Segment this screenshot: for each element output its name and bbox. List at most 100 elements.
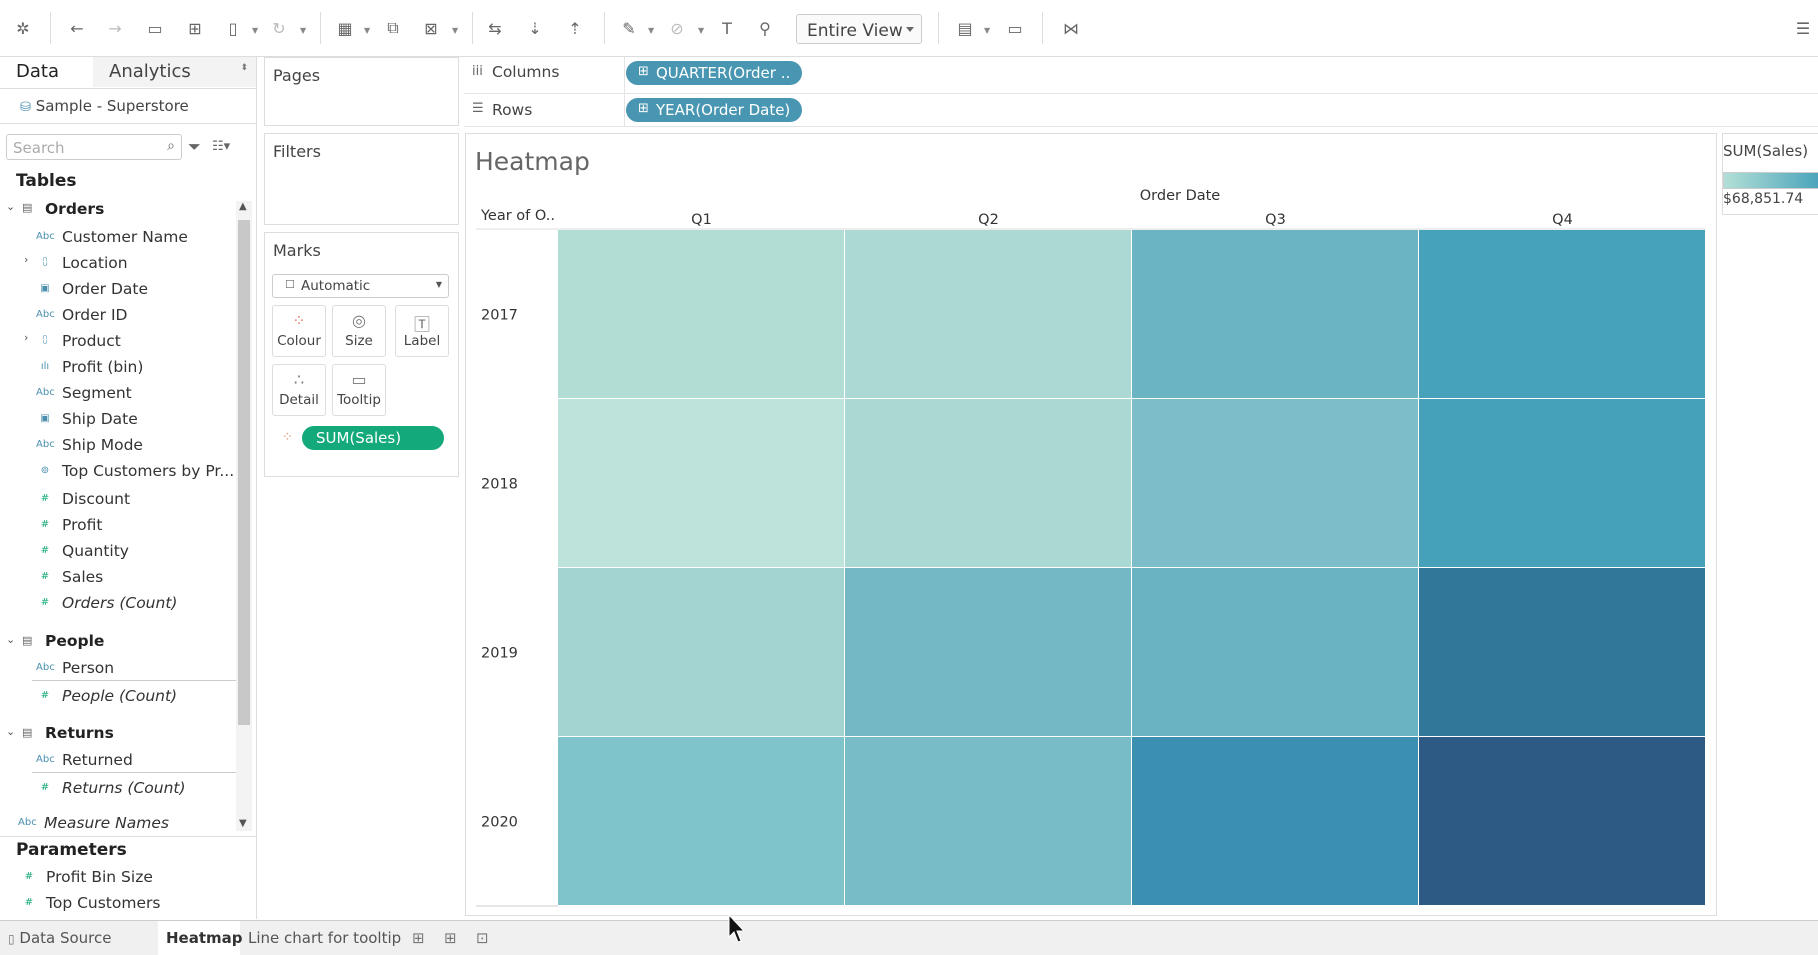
tab-analytics[interactable]: Analytics ⬍ (93, 57, 256, 87)
expand-chevron-icon[interactable]: › (24, 253, 29, 266)
fix-axes-icon[interactable]: ⚲ (759, 18, 771, 38)
chevron-updown-icon[interactable]: ⬍ (240, 63, 248, 73)
tab-line-chart-for-tooltip[interactable]: Line chart for tooltip (248, 929, 402, 947)
refresh-icon[interactable]: ↻ (272, 18, 286, 38)
group-orders[interactable]: Orders (45, 200, 105, 218)
toolbar-divider (1042, 12, 1043, 44)
colour-legend[interactable]: SUM(Sales) $68,851.74 $ (1722, 133, 1818, 215)
presentation-mode-icon[interactable]: ▭ (1007, 18, 1023, 38)
expand-chevron-icon[interactable]: › (24, 331, 29, 344)
swap-rows-columns-icon[interactable]: ⇆ (488, 18, 502, 38)
collapse-chevron-icon[interactable]: ⌄ (6, 633, 16, 646)
sort-descending-icon[interactable]: ⇡ (568, 18, 582, 38)
share-icon[interactable]: ⋈ (1063, 18, 1079, 38)
chevron-down-icon[interactable]: ▼ (984, 26, 991, 35)
chevron-down-icon[interactable]: ▼ (698, 26, 705, 35)
label-label: Label (403, 333, 441, 349)
size-label: Size (345, 333, 373, 349)
field-label: Product (62, 332, 121, 350)
pill-label: YEAR(Order Date) (656, 101, 791, 119)
columns-shelf[interactable] (464, 57, 1818, 94)
heatmap-cell[interactable] (1132, 399, 1418, 567)
group-members-icon[interactable]: ⊘ (670, 18, 684, 38)
heatmap-chart[interactable]: Q1 Q2 Q3 Q4 2017 2018 2019 2020 (466, 134, 1716, 915)
new-worksheet-icon[interactable]: ▦ (337, 18, 353, 38)
heatmap-cell[interactable] (558, 568, 844, 736)
search-placeholder: Search (13, 139, 65, 157)
chevron-down-icon[interactable]: ▼ (452, 26, 459, 35)
datasource-label: Sample - Superstore (35, 97, 189, 115)
new-worksheet-tab-icon[interactable]: ⊞ (412, 929, 425, 947)
chevron-down-icon[interactable]: ▼ (252, 26, 259, 35)
data-pane: Data Analytics ⬍ ⛁ Sample - Superstore S… (0, 57, 257, 919)
tab-data[interactable]: Data (0, 57, 92, 87)
new-dashboard-tab-icon[interactable]: ⊞ (444, 929, 457, 947)
mark-type-dropdown[interactable]: ☐ Automatic ▼ (272, 274, 449, 298)
string-type-icon: Abc (18, 817, 37, 828)
heatmap-cell[interactable] (1419, 230, 1705, 398)
tab-heatmap[interactable]: Heatmap (158, 921, 243, 955)
heatmap-cell[interactable] (845, 737, 1131, 905)
scrollbar-thumb[interactable] (238, 220, 250, 725)
fit-dropdown[interactable]: Entire View (796, 14, 922, 44)
filters-card[interactable]: Filters (264, 133, 459, 225)
tables-heading: Tables (16, 171, 77, 191)
colour-button[interactable]: ⁘ Colour (272, 305, 326, 357)
collapse-chevron-icon[interactable]: ⌄ (6, 200, 16, 213)
chevron-down-icon[interactable]: ▼ (364, 26, 371, 35)
pages-card[interactable]: Pages (264, 57, 459, 126)
undo-icon[interactable]: ← (70, 18, 84, 38)
show-me-icon[interactable]: ☰ (1795, 18, 1811, 38)
label-button[interactable]: 🅃 Label (395, 305, 449, 357)
highlight-icon[interactable]: ✎ (622, 18, 636, 38)
size-button[interactable]: ◎ Size (332, 305, 386, 357)
heatmap-cell[interactable] (845, 230, 1131, 398)
sum-sales-colour-pill[interactable]: SUM(Sales) (302, 426, 444, 450)
expand-plus-icon[interactable]: ⊞ (638, 64, 649, 79)
viz-area[interactable]: Heatmap Order Date Year of O.. Q1 Q2 Q3 Q4 2… (465, 133, 1717, 916)
tableau-logo-icon[interactable]: ✲ (16, 18, 30, 38)
new-datasource-icon[interactable]: ⊞ (188, 18, 202, 38)
heatmap-cell[interactable] (1419, 399, 1705, 567)
scroll-down-icon[interactable]: ▼ (239, 818, 247, 829)
view-options-icon[interactable]: ☷▾ (212, 139, 231, 154)
heatmap-cell[interactable] (1132, 737, 1418, 905)
sort-ascending-icon[interactable]: ⇣ (528, 18, 542, 38)
heatmap-cell[interactable] (1132, 568, 1418, 736)
datasource-item[interactable]: ⛁ Sample - Superstore (20, 97, 189, 115)
expand-plus-icon[interactable]: ⊞ (638, 101, 649, 116)
save-icon[interactable]: ▭ (147, 18, 163, 38)
heatmap-cell[interactable] (558, 737, 844, 905)
measure-icon: # (40, 782, 50, 793)
quarter-order-date-pill[interactable]: ⊞ QUARTER(Order .. (626, 61, 802, 85)
clear-sheet-icon[interactable]: ⊠ (424, 18, 438, 38)
scroll-up-icon[interactable]: ▲ (239, 201, 247, 212)
show-mark-labels-icon[interactable]: T (722, 18, 732, 38)
collapse-chevron-icon[interactable]: ⌄ (6, 725, 16, 738)
data-source-tab[interactable]: ▯ Data Source (0, 921, 156, 955)
chevron-down-icon[interactable]: ▼ (648, 26, 655, 35)
search-icon[interactable]: ⌕ (167, 138, 175, 154)
group-returns[interactable]: Returns (45, 724, 114, 742)
rows-shelf[interactable] (464, 94, 1818, 127)
duplicate-sheet-icon[interactable]: ⧉ (387, 18, 399, 37)
detail-button[interactable]: ∴ Detail (272, 364, 326, 416)
heatmap-cell[interactable] (1132, 230, 1418, 398)
new-story-tab-icon[interactable]: ⊡ (476, 929, 489, 947)
chevron-down-icon[interactable]: ▼ (300, 26, 307, 35)
group-people[interactable]: People (45, 632, 105, 650)
heatmap-cell[interactable] (845, 568, 1131, 736)
redo-icon[interactable]: → (108, 18, 122, 38)
heatmap-cell[interactable] (1419, 568, 1705, 736)
tooltip-button[interactable]: ▭ Tooltip (332, 364, 386, 416)
heatmap-cell[interactable] (558, 399, 844, 567)
data-source-label: Data Source (19, 929, 112, 947)
heatmap-cell[interactable] (1419, 737, 1705, 905)
show-cards-icon[interactable]: ▤ (957, 18, 973, 38)
year-order-date-pill[interactable]: ⊞ YEAR(Order Date) (626, 98, 802, 122)
filter-icon[interactable]: ⏷ (188, 137, 201, 156)
heatmap-cell[interactable] (558, 230, 844, 398)
search-input[interactable]: Search ⌕ (6, 134, 182, 160)
pause-updates-icon[interactable]: ▯ (228, 18, 238, 38)
heatmap-cell[interactable] (845, 399, 1131, 567)
